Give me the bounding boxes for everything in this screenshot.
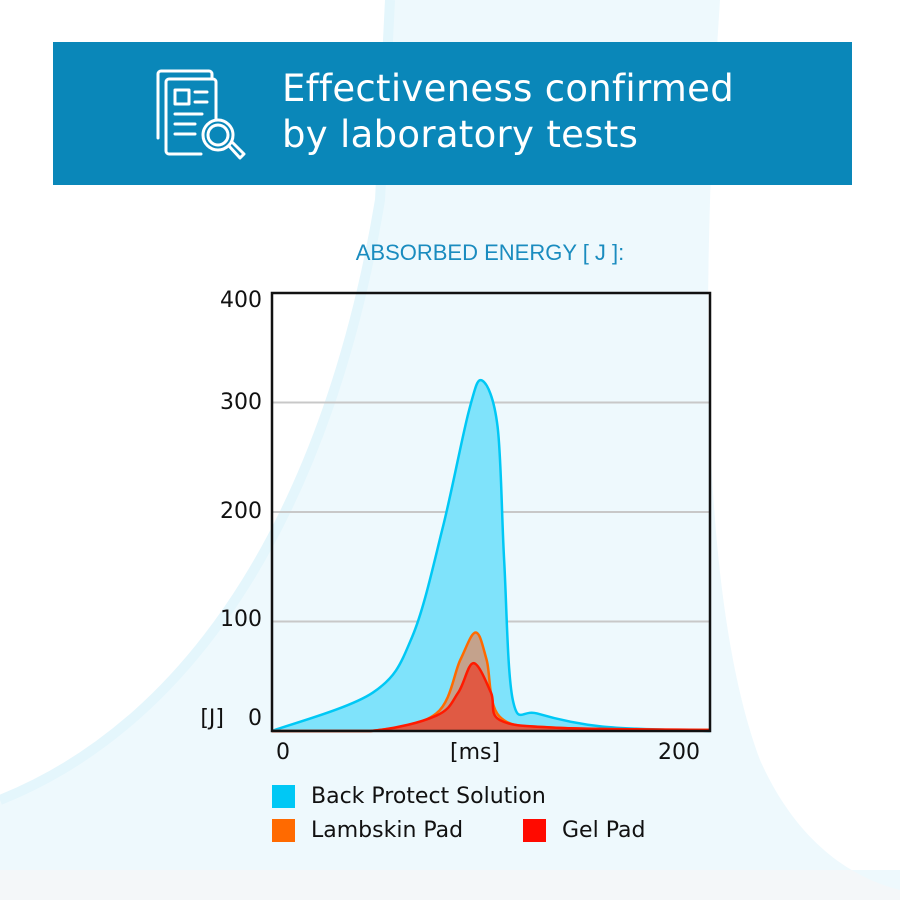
x-axis-label: [ms] [450, 740, 501, 765]
y-tick-300: 300 [220, 390, 262, 415]
y-tick-200: 200 [220, 499, 262, 524]
legend-swatch [523, 819, 546, 842]
legend-swatch [272, 785, 295, 808]
legend-label: Gel Pad [562, 818, 646, 843]
chart-title: ABSORBED ENERGY [ J ]: [355, 240, 625, 265]
legend-item-lambskin: Lambskin Pad [272, 818, 463, 843]
banner-title-line2: by laboratory tests [282, 113, 639, 156]
legend-swatch [272, 819, 295, 842]
banner-title: Effectiveness confirmed by laboratory te… [282, 66, 734, 158]
legend-label: Back Protect Solution [311, 784, 546, 809]
y-tick-400: 400 [220, 288, 262, 313]
y-tick-100: 100 [220, 607, 262, 632]
area-series-0 [272, 380, 710, 731]
plot-frame [270, 291, 712, 733]
document-magnifier-icon [156, 69, 246, 160]
x-tick-0: 0 [276, 740, 290, 765]
y-axis-label: [J] [200, 706, 224, 731]
legend-item-back-protect: Back Protect Solution [272, 784, 546, 809]
line-series-2 [271, 661, 711, 733]
y-tick-0: 0 [248, 706, 262, 731]
line-series-0 [271, 378, 711, 733]
banner-title-line1: Effectiveness confirmed [282, 67, 735, 110]
legend-label: Lambskin Pad [311, 818, 464, 843]
x-tick-200: 200 [658, 740, 700, 765]
legend-item-gel: Gel Pad [523, 818, 645, 843]
